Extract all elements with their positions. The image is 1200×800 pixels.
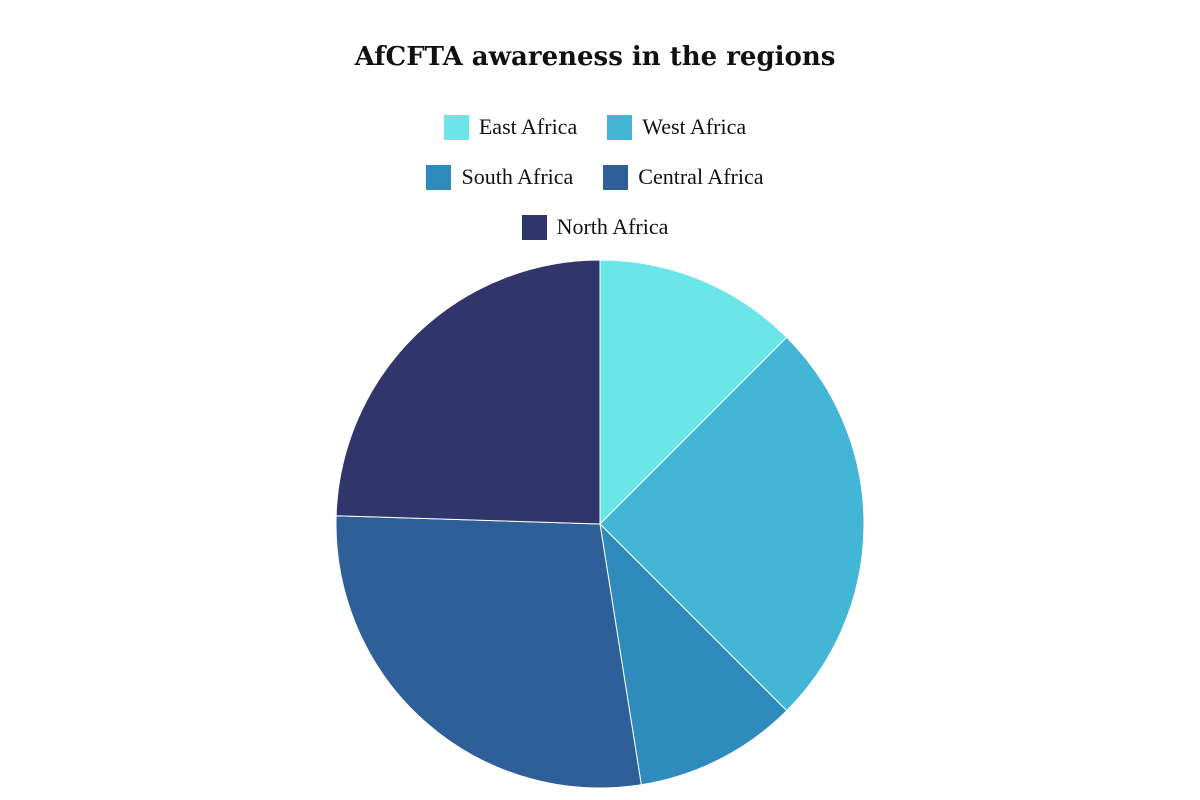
legend-row: South Africa Central Africa xyxy=(0,162,1190,212)
legend-swatch-central-africa xyxy=(603,164,629,190)
legend-item-west-africa[interactable]: West Africa xyxy=(607,112,746,142)
legend-label-central-africa: Central Africa xyxy=(638,164,764,189)
pie-slice-east-africa[interactable] xyxy=(599,259,788,526)
legend-swatch-east-africa xyxy=(443,114,469,140)
legend-item-east-africa[interactable]: East Africa xyxy=(443,112,578,142)
chart-legend: East Africa West Africa South Africa Cen… xyxy=(0,112,1190,262)
legend-item-central-africa[interactable]: Central Africa xyxy=(603,162,764,192)
legend-label-north-africa: North Africa xyxy=(556,214,669,239)
legend-swatch-west-africa xyxy=(607,114,633,140)
legend-label-south-africa: South Africa xyxy=(461,164,574,189)
legend-swatch-south-africa xyxy=(426,164,452,190)
pie-slice-west-africa[interactable] xyxy=(599,336,865,712)
pie-slice-central-africa[interactable] xyxy=(335,515,642,789)
pie-slice-south-africa[interactable] xyxy=(599,522,788,786)
chart-title: AfCFTA awareness in the regions xyxy=(354,42,836,72)
legend-label-east-africa: East Africa xyxy=(478,114,578,139)
pie-slice-north-africa[interactable] xyxy=(335,259,601,525)
legend-item-north-africa[interactable]: North Africa xyxy=(521,212,669,242)
legend-item-south-africa[interactable]: South Africa xyxy=(426,162,573,192)
legend-swatch-north-africa xyxy=(521,214,547,240)
legend-row: North Africa xyxy=(0,212,1190,262)
legend-row: East Africa West Africa xyxy=(0,112,1190,162)
legend-label-west-africa: West Africa xyxy=(642,114,747,139)
